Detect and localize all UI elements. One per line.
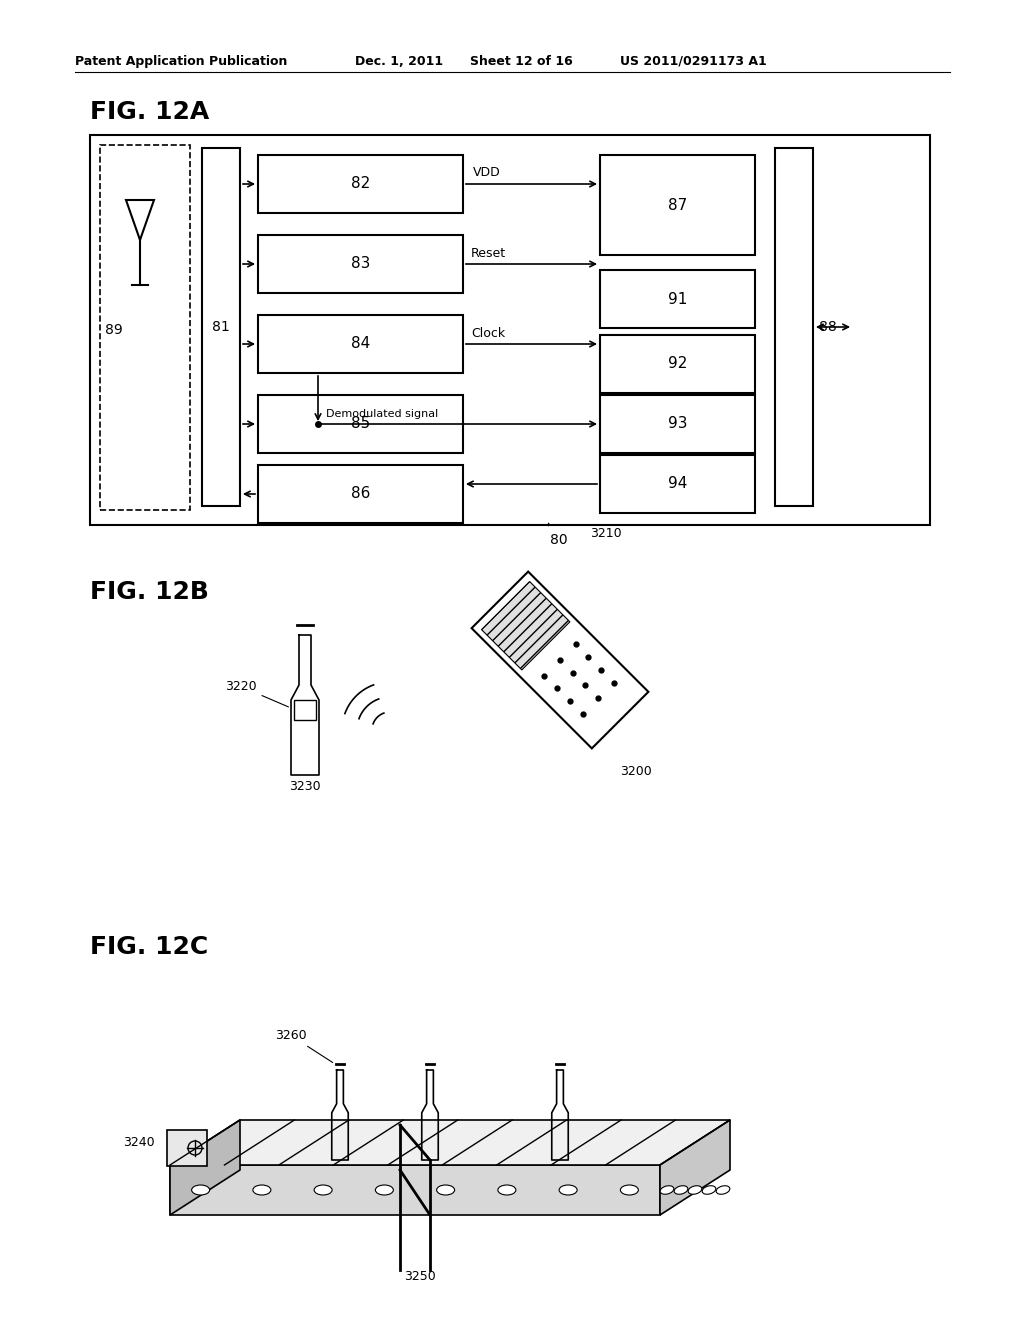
Bar: [600, 154, 755, 255]
Polygon shape: [170, 1119, 240, 1214]
Bar: [90, 135, 930, 525]
Bar: [258, 235, 463, 293]
Text: 3240: 3240: [123, 1137, 155, 1150]
Text: 88: 88: [819, 319, 837, 334]
Polygon shape: [170, 1166, 660, 1214]
Text: 91: 91: [668, 292, 687, 306]
Text: 84: 84: [351, 337, 370, 351]
Text: 85: 85: [351, 417, 370, 432]
Text: 82: 82: [351, 177, 370, 191]
Text: FIG. 12B: FIG. 12B: [90, 579, 209, 605]
Text: FIG. 12A: FIG. 12A: [90, 100, 209, 124]
Ellipse shape: [716, 1185, 730, 1195]
Text: 3210: 3210: [590, 527, 622, 540]
Polygon shape: [481, 582, 570, 669]
Bar: [100, 145, 190, 510]
Text: 93: 93: [668, 417, 687, 432]
Ellipse shape: [621, 1185, 638, 1195]
Polygon shape: [170, 1119, 730, 1166]
Text: 3220: 3220: [225, 680, 289, 708]
Text: Sheet 12 of 16: Sheet 12 of 16: [470, 55, 572, 69]
Text: FIG. 12C: FIG. 12C: [90, 935, 208, 960]
Ellipse shape: [253, 1185, 271, 1195]
Bar: [600, 395, 755, 453]
Ellipse shape: [436, 1185, 455, 1195]
Ellipse shape: [660, 1185, 674, 1195]
Text: Dec. 1, 2011: Dec. 1, 2011: [355, 55, 443, 69]
Text: VDD: VDD: [473, 166, 501, 180]
Bar: [294, 700, 316, 719]
Text: 81: 81: [212, 319, 229, 334]
Bar: [600, 335, 755, 393]
Text: Demodulated signal: Demodulated signal: [326, 409, 438, 418]
Text: 92: 92: [668, 356, 687, 371]
Bar: [775, 148, 813, 506]
Ellipse shape: [314, 1185, 332, 1195]
Text: US 2011/0291173 A1: US 2011/0291173 A1: [620, 55, 767, 69]
Text: 3260: 3260: [275, 1030, 333, 1063]
Polygon shape: [660, 1119, 730, 1214]
Text: 86: 86: [351, 487, 371, 502]
Text: 94: 94: [668, 477, 687, 491]
Ellipse shape: [498, 1185, 516, 1195]
Text: Clock: Clock: [471, 327, 505, 341]
Text: 87: 87: [668, 198, 687, 213]
Bar: [202, 148, 240, 506]
Text: 80: 80: [550, 533, 567, 546]
Bar: [258, 465, 463, 523]
Text: 3200: 3200: [620, 766, 651, 777]
Ellipse shape: [688, 1185, 701, 1195]
Ellipse shape: [191, 1185, 210, 1195]
Bar: [258, 315, 463, 374]
Text: Reset: Reset: [471, 247, 506, 260]
Text: Patent Application Publication: Patent Application Publication: [75, 55, 288, 69]
Text: 3250: 3250: [404, 1270, 436, 1283]
Bar: [167, 1130, 207, 1166]
Bar: [258, 395, 463, 453]
Bar: [600, 455, 755, 513]
Bar: [600, 271, 755, 327]
Ellipse shape: [559, 1185, 578, 1195]
Ellipse shape: [376, 1185, 393, 1195]
Ellipse shape: [702, 1185, 716, 1195]
Text: 89: 89: [105, 323, 123, 337]
Text: 3230: 3230: [289, 780, 321, 793]
Ellipse shape: [674, 1185, 688, 1195]
Bar: [258, 154, 463, 213]
Text: 83: 83: [351, 256, 371, 272]
